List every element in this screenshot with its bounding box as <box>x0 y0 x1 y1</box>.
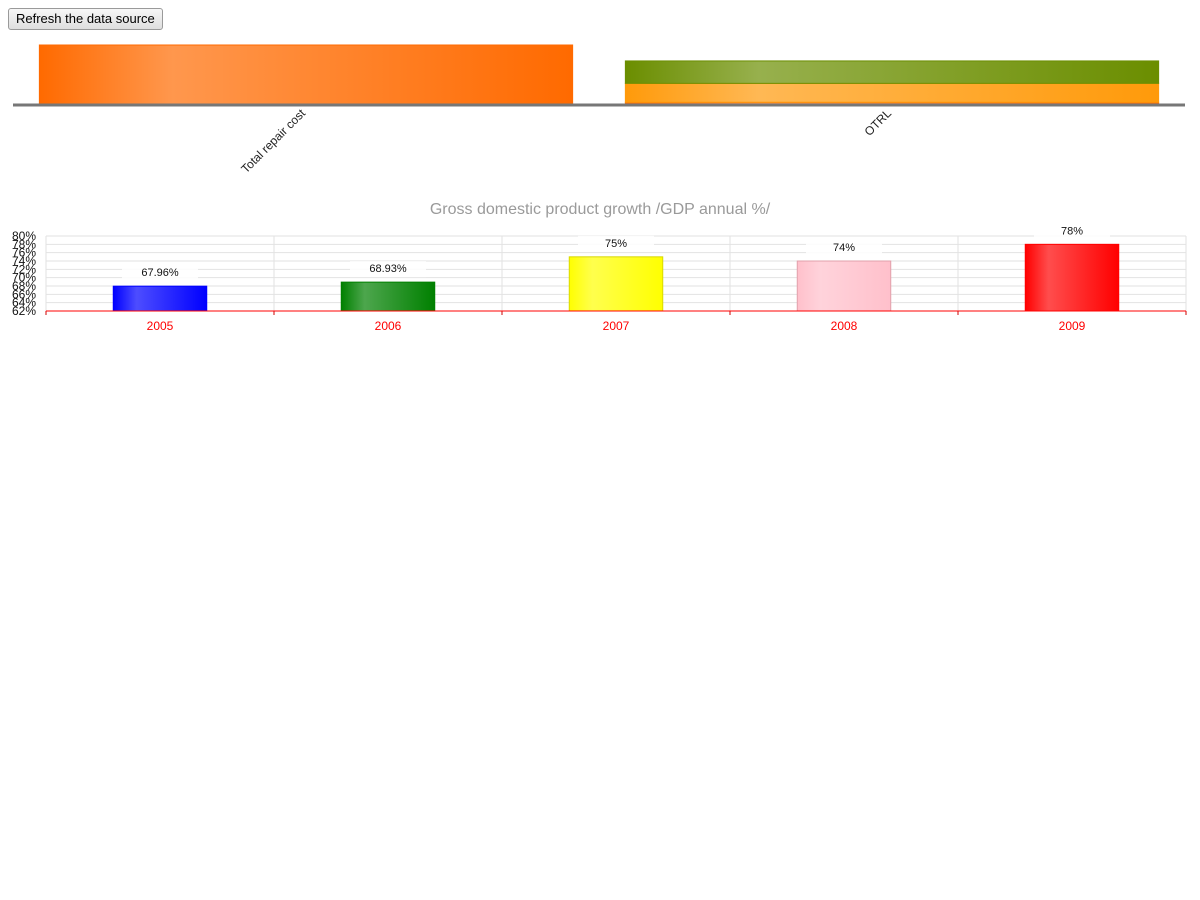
x-tick-label: 2007 <box>603 319 630 333</box>
chart-title: Gross domestic product growth /GDP annua… <box>430 201 771 218</box>
y-tick-label: 62% <box>12 304 36 318</box>
data-label: 67.96% <box>141 267 179 279</box>
data-label: 78% <box>1061 225 1083 237</box>
x-tick-label: 2008 <box>831 319 858 333</box>
y-tick-label: 66% <box>12 287 36 301</box>
x-tick-label: 2005 <box>147 319 174 333</box>
x-tick-label: 2009 <box>1059 319 1086 333</box>
data-label-background <box>806 240 882 256</box>
bar-2008 <box>796 260 892 312</box>
data-label-background <box>578 235 654 252</box>
bar-2006 <box>340 281 436 312</box>
y-tick-label: 68% <box>12 279 36 293</box>
data-label: 74% <box>833 242 855 254</box>
y-tick-label: 64% <box>12 296 36 310</box>
data-label-background <box>122 265 198 282</box>
data-label: 75% <box>605 238 627 250</box>
x-tick-label: 2006 <box>375 319 402 333</box>
bar-total-repair-cost-segment-1 <box>38 44 574 105</box>
data-label-background <box>1034 223 1110 240</box>
y-tick-label: 74% <box>12 254 36 268</box>
y-tick-label: 76% <box>12 246 36 260</box>
y-tick-label: 70% <box>12 271 36 285</box>
y-tick-label: 72% <box>12 262 36 276</box>
gdp-bar-chart: Gross domestic product growth /GDP annua… <box>12 201 1187 333</box>
data-label: 68.93% <box>369 263 407 275</box>
bar-2005 <box>112 285 208 312</box>
bar-2009 <box>1024 243 1120 312</box>
bar-otrl-segment-3 <box>624 60 1160 84</box>
y-tick-label: 78% <box>12 237 36 251</box>
bar-2007 <box>568 256 664 312</box>
data-label-background <box>350 261 426 278</box>
y-tick-label: 80% <box>12 229 36 243</box>
refresh-data-source-button[interactable]: Refresh the data source <box>8 8 163 30</box>
stacked-bar-chart: Total repair cost OTRL <box>13 44 1185 176</box>
